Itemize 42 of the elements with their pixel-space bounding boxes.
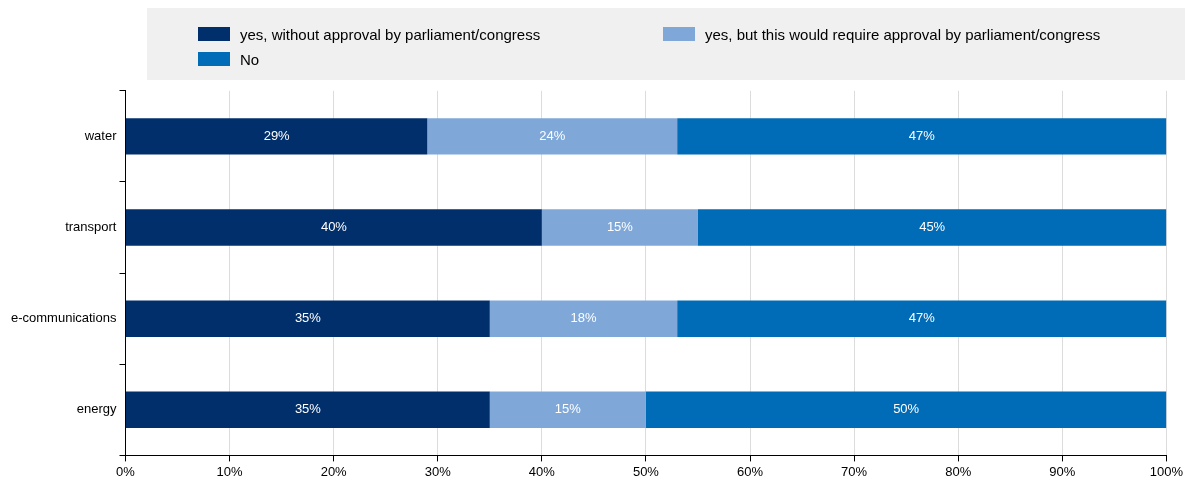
bar	[125, 300, 490, 337]
bar	[697, 209, 1167, 246]
y-tick-label: water	[83, 127, 118, 143]
bar	[489, 300, 678, 337]
x-tick-label: 60%	[737, 463, 764, 479]
data-label: 15%	[606, 219, 634, 235]
x-tick-label: 30%	[424, 463, 452, 479]
x-tick-label: 70%	[841, 463, 868, 479]
data-label: 35%	[294, 310, 322, 326]
bar	[125, 118, 428, 155]
data-label: 29%	[263, 127, 291, 143]
bar	[125, 209, 542, 246]
legend-label: No	[240, 50, 260, 68]
data-label: 45%	[919, 219, 946, 235]
bar	[677, 300, 1167, 337]
bar	[541, 209, 698, 246]
y-tick-label: e-communications	[10, 310, 117, 326]
data-label: 24%	[539, 127, 566, 143]
x-tick-label: 80%	[945, 463, 972, 479]
x-tick-label: 50%	[632, 463, 660, 479]
data-label: 35%	[294, 401, 322, 417]
bar	[427, 118, 678, 155]
data-label: 47%	[908, 310, 936, 326]
data-label: 50%	[893, 401, 920, 417]
bar	[677, 118, 1167, 155]
bar	[125, 391, 490, 429]
x-tick-label: 10%	[216, 463, 244, 479]
data-label: 15%	[554, 401, 582, 417]
bar	[489, 391, 646, 429]
bar	[645, 391, 1167, 429]
y-tick-label: transport	[65, 219, 117, 235]
legend-label: yes, without approval by parliament/congress	[240, 25, 541, 43]
data-label: 47%	[908, 127, 936, 143]
y-tick-label: energy	[76, 401, 117, 417]
x-tick-label: 100%	[1149, 463, 1184, 479]
legend-label: yes, but this would require approval by parliament/congress	[705, 25, 1101, 43]
data-label: 40%	[320, 219, 348, 235]
x-tick-label: 90%	[1049, 463, 1076, 479]
x-tick-label: 0%	[116, 463, 136, 479]
x-tick-label: 40%	[528, 463, 556, 479]
x-tick-label: 20%	[320, 463, 348, 479]
data-label: 18%	[570, 310, 597, 326]
